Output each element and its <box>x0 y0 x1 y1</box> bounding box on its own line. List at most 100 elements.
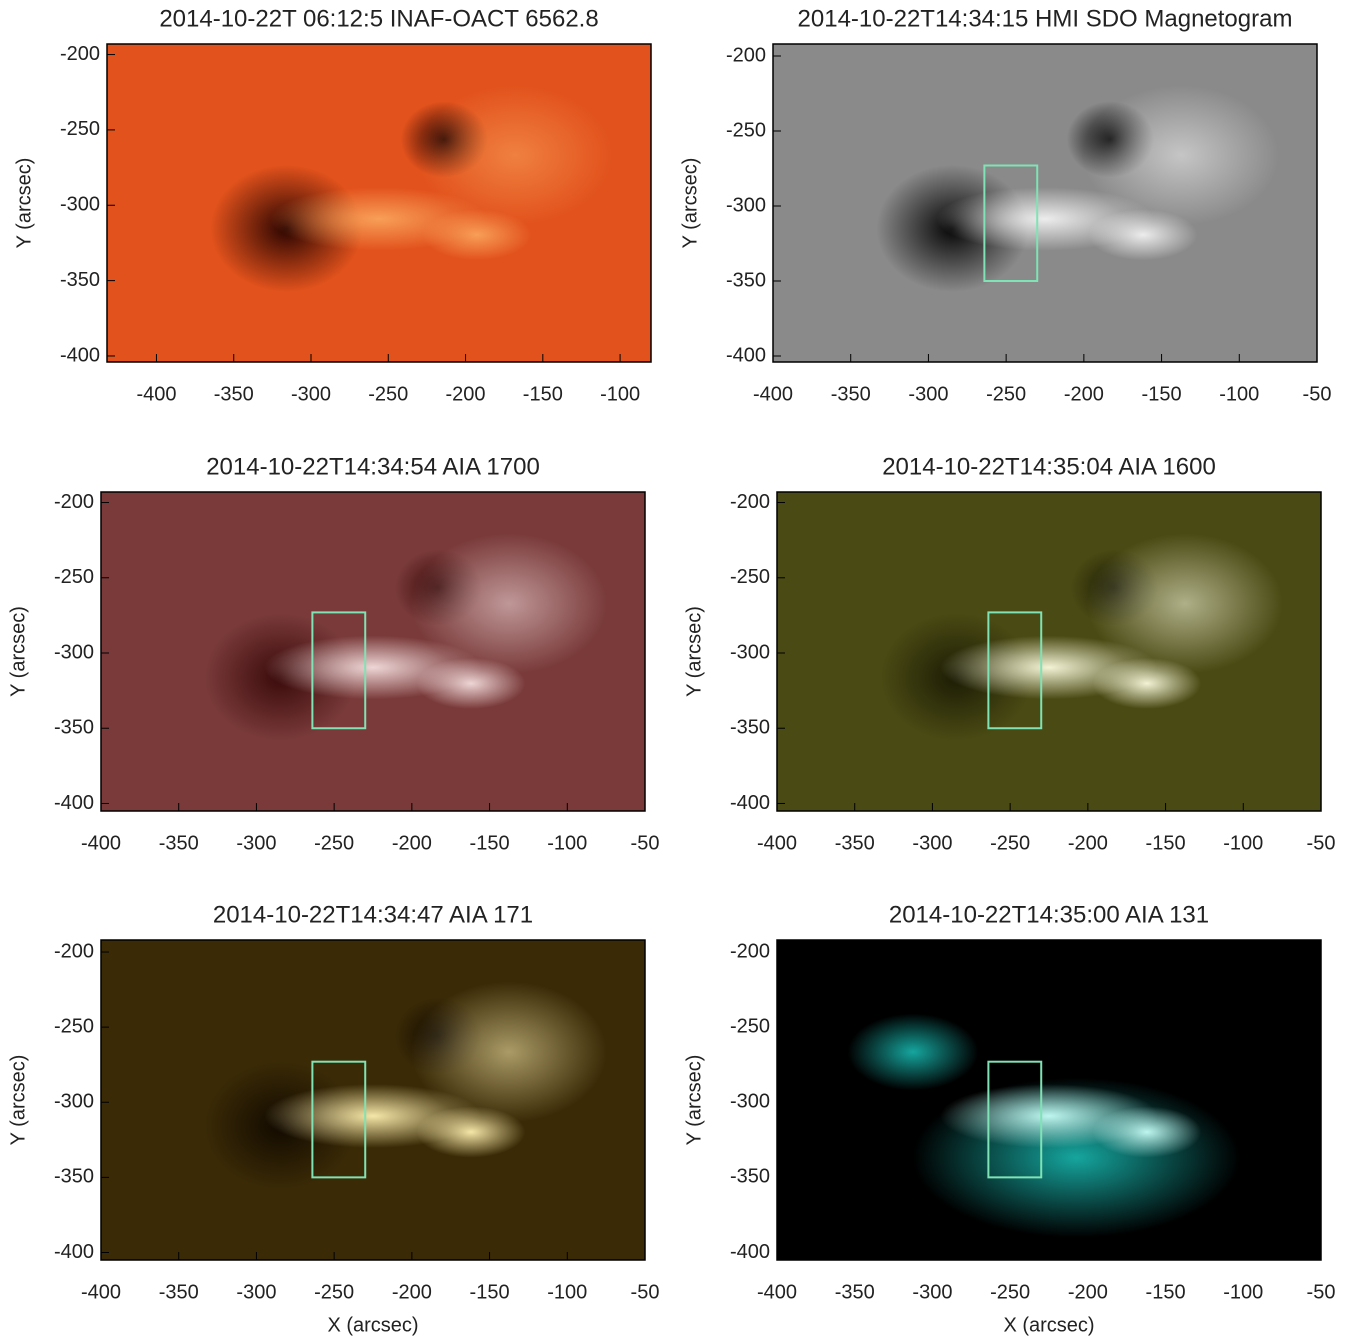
panel-title: 2014-10-22T14:34:54 AIA 1700 <box>206 453 540 480</box>
y-tick-label: -400 <box>726 344 766 366</box>
y-tick-label: -250 <box>730 566 770 588</box>
x-tick-label: -200 <box>1064 383 1104 405</box>
y-tick-label: -350 <box>54 717 94 739</box>
x-tick-label: -350 <box>835 1281 875 1303</box>
y-axis-label: Y (arcsec) <box>13 158 35 249</box>
bright-region <box>423 209 532 260</box>
x-tick-label: -300 <box>236 1281 276 1303</box>
x-tick-label: -400 <box>136 383 176 405</box>
bright-region <box>417 658 526 709</box>
x-tick-label: -100 <box>547 1281 587 1303</box>
x-tick-label: -150 <box>1142 383 1182 405</box>
y-tick-label: -250 <box>726 119 766 141</box>
x-tick-label: -250 <box>314 1281 354 1303</box>
panel-title: 2014-10-22T14:35:00 AIA 131 <box>889 901 1209 928</box>
y-tick-label: -250 <box>54 566 94 588</box>
y-tick-label: -300 <box>60 194 100 216</box>
y-tick-label: -300 <box>54 1091 94 1113</box>
x-tick-label: -200 <box>446 383 486 405</box>
x-tick-label: -350 <box>835 832 875 854</box>
x-tick-label: -200 <box>392 1281 432 1303</box>
y-tick-label: -200 <box>60 43 100 65</box>
y-tick-label: -350 <box>54 1166 94 1188</box>
y-tick-label: -300 <box>730 1091 770 1113</box>
emission <box>848 1014 979 1091</box>
x-tick-label: -250 <box>986 383 1026 405</box>
x-tick-label: -250 <box>990 832 1030 854</box>
x-tick-label: -50 <box>631 1281 660 1303</box>
y-tick-label: -250 <box>54 1015 94 1037</box>
y-tick-label: -200 <box>730 491 770 513</box>
y-tick-label: -350 <box>730 717 770 739</box>
image <box>107 44 651 362</box>
x-tick-label: -200 <box>392 832 432 854</box>
x-tick-label: -50 <box>1307 832 1336 854</box>
x-tick-label: -350 <box>159 1281 199 1303</box>
y-tick-label: -350 <box>726 269 766 291</box>
y-tick-label: -400 <box>730 1241 770 1263</box>
x-tick-label: -150 <box>470 832 510 854</box>
y-tick-label: -300 <box>54 641 94 663</box>
x-axis-label: X (arcsec) <box>1003 1314 1094 1336</box>
y-tick-label: -200 <box>726 44 766 66</box>
y-axis-label: Y (arcsec) <box>683 1055 705 1146</box>
y-tick-label: -350 <box>730 1166 770 1188</box>
y-tick-label: -300 <box>726 194 766 216</box>
x-tick-label: -150 <box>470 1281 510 1303</box>
y-tick-label: -200 <box>54 940 94 962</box>
x-tick-label: -250 <box>314 832 354 854</box>
x-tick-label: -250 <box>368 383 408 405</box>
x-tick-label: -50 <box>631 832 660 854</box>
x-tick-label: -300 <box>291 383 331 405</box>
y-tick-label: -400 <box>54 792 94 814</box>
x-tick-label: -350 <box>214 383 254 405</box>
x-tick-label: -200 <box>1068 1281 1108 1303</box>
bright-region <box>1089 209 1198 260</box>
x-tick-label: -350 <box>831 383 871 405</box>
x-tick-label: -200 <box>1068 832 1108 854</box>
x-tick-label: -150 <box>523 383 563 405</box>
x-tick-label: -100 <box>1223 832 1263 854</box>
x-tick-label: -400 <box>81 1281 121 1303</box>
y-tick-label: -400 <box>60 344 100 366</box>
x-tick-label: -300 <box>908 383 948 405</box>
image <box>773 44 1317 362</box>
x-tick-label: -150 <box>1146 1281 1186 1303</box>
image <box>101 940 645 1260</box>
x-tick-label: -50 <box>1303 383 1332 405</box>
y-axis-label: Y (arcsec) <box>7 606 29 697</box>
x-axis-label: X (arcsec) <box>327 1314 418 1336</box>
image <box>777 492 1321 811</box>
y-tick-label: -250 <box>730 1015 770 1037</box>
x-tick-label: -400 <box>81 832 121 854</box>
x-tick-label: -300 <box>236 832 276 854</box>
bright-region <box>1093 658 1202 709</box>
y-axis-label: Y (arcsec) <box>683 606 705 697</box>
y-tick-label: -400 <box>54 1241 94 1263</box>
x-tick-label: -350 <box>159 832 199 854</box>
image <box>101 492 645 811</box>
x-tick-label: -300 <box>912 1281 952 1303</box>
panel-title: 2014-10-22T14:34:15 HMI SDO Magnetogram <box>798 5 1293 32</box>
x-tick-label: -100 <box>1219 383 1259 405</box>
x-tick-label: -150 <box>1146 832 1186 854</box>
y-tick-label: -200 <box>730 940 770 962</box>
figure: -400 -350 -300 -250 -200 -150 -100 -200 -250 -300… <box>0 0 1361 1338</box>
panel-title: 2014-10-22T14:34:47 AIA 171 <box>213 901 533 928</box>
image <box>777 940 1321 1260</box>
y-tick-label: -250 <box>60 118 100 140</box>
bright-region <box>417 1106 526 1157</box>
panel-title: 2014-10-22T14:35:04 AIA 1600 <box>882 453 1216 480</box>
panel-title: 2014-10-22T 06:12:5 INAF-OACT 6562.8 <box>159 5 598 32</box>
x-tick-label: -400 <box>757 832 797 854</box>
x-tick-label: -300 <box>912 832 952 854</box>
y-tick-label: -300 <box>730 641 770 663</box>
x-tick-label: -400 <box>757 1281 797 1303</box>
x-tick-label: -100 <box>1223 1281 1263 1303</box>
y-tick-label: -200 <box>54 491 94 513</box>
x-tick-label: -250 <box>990 1281 1030 1303</box>
y-tick-label: -400 <box>730 792 770 814</box>
x-tick-label: -50 <box>1307 1281 1336 1303</box>
x-tick-label: -100 <box>600 383 640 405</box>
x-tick-label: -100 <box>547 832 587 854</box>
